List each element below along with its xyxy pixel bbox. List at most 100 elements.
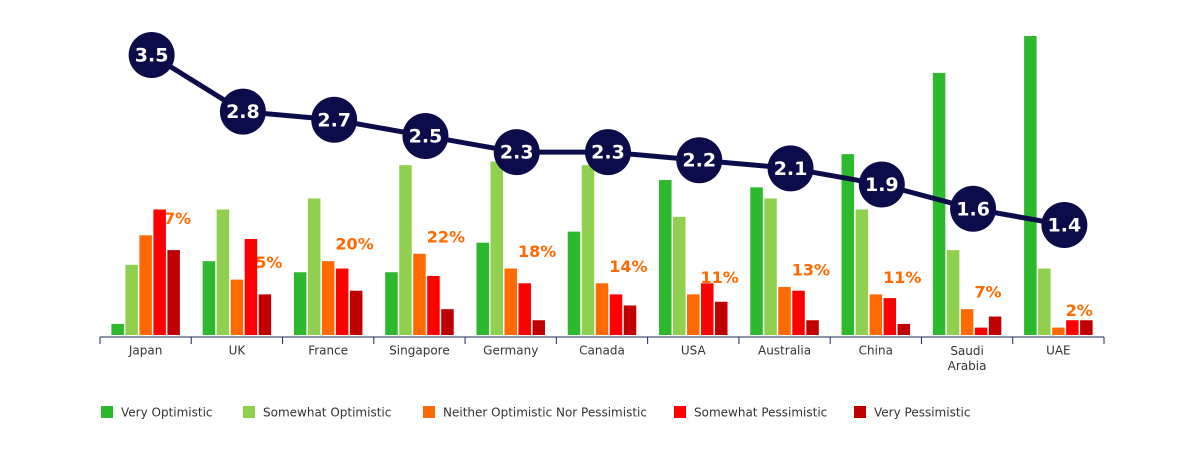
bar — [258, 294, 272, 335]
score-marker — [219, 88, 266, 135]
x-tick-label: Australia — [758, 344, 811, 358]
bar — [532, 320, 545, 335]
bar — [960, 309, 974, 335]
value-label: 18% — [518, 242, 556, 261]
bar — [476, 242, 489, 335]
value-label: 14% — [609, 257, 647, 276]
score-marker — [858, 161, 905, 208]
legend-swatch — [423, 406, 435, 418]
value-label: 22% — [427, 227, 465, 246]
bar — [609, 294, 623, 335]
bar — [595, 283, 609, 335]
legend-label: Somewhat Pessimistic — [694, 406, 827, 420]
bar — [441, 309, 454, 335]
legend-label: Very Pessimistic — [874, 406, 970, 420]
legend-label: Very Optimistic — [121, 406, 213, 420]
bar — [167, 250, 180, 335]
bar — [946, 250, 960, 335]
bar — [581, 165, 595, 335]
x-tick-label: Singapore — [389, 344, 450, 358]
value-label: 7% — [974, 283, 1001, 302]
score-label: 3.5 — [135, 45, 169, 67]
legend-label: Neither Optimistic Nor Pessimistic — [443, 406, 647, 420]
bar — [750, 187, 763, 335]
score-marker — [950, 185, 997, 232]
bar — [806, 320, 819, 335]
bar — [897, 323, 911, 335]
bar — [1066, 320, 1079, 335]
x-tick-label: France — [308, 344, 348, 358]
bar — [1024, 36, 1037, 335]
x-tick-label: UK — [229, 344, 247, 358]
score-label: 2.7 — [317, 109, 351, 131]
bar — [687, 294, 700, 335]
bar — [202, 261, 216, 335]
bar — [1038, 268, 1051, 335]
bar — [125, 264, 138, 335]
bar — [139, 235, 152, 335]
bar — [567, 231, 581, 335]
value-label: 11% — [701, 268, 739, 287]
bar — [855, 209, 869, 335]
score-label: 1.4 — [1048, 215, 1082, 237]
value-label: 13% — [792, 261, 830, 280]
bar — [321, 261, 335, 335]
legend-label: Somewhat Optimistic — [263, 406, 391, 420]
score-label: 1.6 — [956, 198, 990, 220]
score-marker — [676, 137, 723, 184]
legend-swatch — [854, 406, 866, 418]
bar — [932, 72, 946, 336]
legend-swatch — [101, 406, 113, 418]
bar — [841, 154, 855, 335]
bar — [792, 290, 805, 335]
score-marker — [767, 145, 814, 192]
bar — [413, 253, 426, 335]
score-label: 1.9 — [865, 174, 899, 196]
bar — [518, 283, 531, 335]
score-label: 2.2 — [682, 150, 716, 172]
bar — [778, 287, 791, 335]
score-marker — [128, 32, 175, 78]
bar — [349, 290, 363, 335]
score-marker — [311, 96, 358, 143]
bar — [293, 272, 307, 335]
bar — [715, 301, 728, 335]
bar — [385, 272, 398, 335]
score-marker — [585, 129, 631, 176]
legend-swatch — [674, 406, 686, 418]
score-marker — [493, 129, 540, 176]
bar — [307, 198, 321, 335]
score-label: 2.8 — [226, 101, 260, 123]
bar — [701, 283, 714, 335]
x-tick-label: Saudi Arabia — [948, 344, 987, 373]
x-tick-label: UAE — [1046, 344, 1071, 358]
bar — [335, 268, 349, 335]
score-marker — [1041, 202, 1088, 248]
bar — [230, 279, 244, 335]
bar — [1080, 320, 1093, 335]
value-label: 11% — [883, 268, 921, 287]
bar — [988, 316, 1002, 335]
bar — [623, 305, 637, 335]
bar — [504, 268, 517, 335]
bar — [1052, 327, 1065, 335]
bar — [883, 298, 897, 335]
bar — [974, 327, 988, 335]
bar — [427, 275, 440, 335]
score-label: 2.3 — [591, 142, 625, 164]
legend-swatch — [243, 406, 255, 418]
bar — [673, 216, 686, 335]
bar — [153, 209, 166, 335]
score-label: 2.5 — [409, 125, 443, 147]
value-label: 20% — [335, 235, 373, 254]
bar — [111, 323, 124, 335]
bar — [244, 239, 258, 335]
bar — [764, 198, 777, 335]
bar — [216, 209, 230, 335]
bar — [659, 179, 672, 335]
x-tick-label: Canada — [579, 344, 625, 358]
x-tick-label: USA — [681, 344, 707, 358]
bar — [869, 294, 883, 335]
x-tick-label: Germany — [483, 344, 538, 358]
